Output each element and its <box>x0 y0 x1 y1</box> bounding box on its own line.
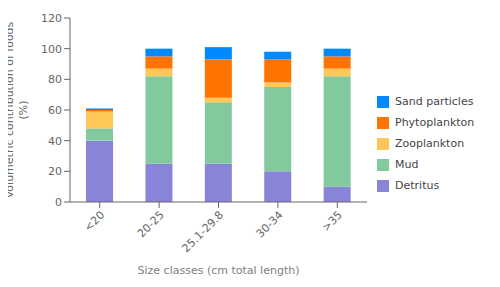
svg-text:0: 0 <box>55 196 62 209</box>
svg-text:60: 60 <box>48 104 62 117</box>
svg-text:30-34: 30-34 <box>254 208 286 240</box>
svg-text:40: 40 <box>48 135 62 148</box>
html-text:Sand particles: Sand particles <box>395 95 474 108</box>
svg-text:Size classes (cm total length): Size classes (cm total length) <box>138 264 300 277</box>
svg-text:80: 80 <box>48 73 62 86</box>
svg-text:20: 20 <box>48 165 62 178</box>
svg-text:>35: >35 <box>319 208 345 234</box>
svg-text:120: 120 <box>41 12 62 25</box>
svg-text:100: 100 <box>41 43 62 56</box>
svg-text:20-25: 20-25 <box>135 208 167 240</box>
html-text:Mud: Mud <box>395 158 419 171</box>
html-text:Detritus: Detritus <box>395 179 440 192</box>
svg-text:Volumetric contribution of foo: Volumetric contribution of foods(%) <box>8 21 30 198</box>
html-text:Phytoplankton: Phytoplankton <box>395 116 475 129</box>
html-text:Zooplankton: Zooplankton <box>395 137 465 150</box>
svg-text:25.1-29.8: 25.1-29.8 <box>179 208 226 255</box>
svg-text:<20: <20 <box>82 208 108 234</box>
